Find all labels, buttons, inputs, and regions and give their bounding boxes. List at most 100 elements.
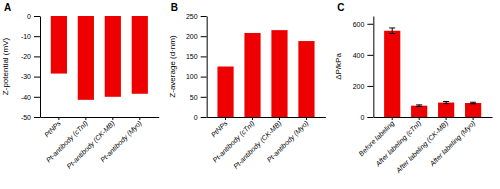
tick: 0 — [194, 114, 207, 121]
tick-mark — [201, 97, 207, 98]
axis-line — [40, 17, 41, 118]
panel-title: B — [171, 2, 178, 13]
tick-mark — [446, 117, 447, 120]
tick: 50 — [190, 94, 207, 101]
tick-label: After labeling (CK-MB) — [394, 119, 450, 175]
tick-label: PtNPs — [210, 119, 229, 138]
tick: 0 — [360, 114, 373, 121]
tick: PtNPs — [43, 117, 62, 138]
tick-mark — [367, 117, 373, 118]
tick-label: 200 — [353, 83, 365, 90]
tick-label: 400 — [353, 52, 365, 59]
axis-line — [207, 17, 208, 118]
tick-mark — [279, 117, 280, 120]
tick-mark — [473, 117, 474, 120]
y-axis-label: ΔP/kPa — [334, 53, 343, 80]
axis-line — [374, 117, 493, 118]
bar — [105, 16, 121, 97]
tick: -20 — [21, 53, 40, 60]
error-bar — [389, 28, 395, 34]
tick-label: 200 — [186, 33, 198, 40]
tick-label: After labeling (Myo) — [428, 119, 477, 168]
tick-mark — [34, 16, 40, 17]
tick: -50 — [21, 114, 40, 121]
x-axis: Before labelingAfter labeling (cTnI)Afte… — [357, 117, 492, 175]
tick-mark — [85, 117, 86, 120]
tick-label: Pt-antibody (cTnI) — [211, 119, 256, 164]
tick: Pt-antibody (Myo) — [266, 117, 311, 164]
axis-line — [373, 17, 374, 118]
tick-label: -10 — [21, 33, 31, 40]
bar — [411, 106, 427, 117]
marks — [51, 16, 148, 100]
tick-label: PtNPs — [43, 119, 62, 138]
tick-mark — [139, 117, 140, 120]
bar — [298, 41, 314, 117]
panel: 0 200 400 600 Before labelingAfter labeling … — [334, 2, 492, 175]
marks — [217, 30, 314, 117]
error-bar — [470, 102, 476, 104]
tick-label: 0 — [27, 13, 31, 20]
error-cap — [416, 106, 422, 107]
panel-title: C — [337, 2, 344, 13]
tick: PtNPs — [210, 117, 229, 138]
tick-label: 150 — [186, 53, 198, 60]
bar — [217, 67, 233, 118]
tick-label: Pt-antibody (CK-MB) — [65, 119, 116, 170]
tick-mark — [201, 117, 207, 118]
tick-label: 50 — [190, 94, 198, 101]
tick: 250 — [186, 13, 207, 20]
error-line — [392, 28, 393, 34]
tick-mark — [419, 117, 420, 120]
tick-label: 0 — [194, 114, 198, 121]
tick: 600 — [353, 21, 374, 28]
tick: Pt-antibody (CK-MB) — [232, 117, 283, 171]
tick-mark — [367, 24, 373, 25]
tick-label: -30 — [21, 73, 31, 80]
tick-mark — [34, 77, 40, 78]
error-bar — [416, 105, 422, 107]
tick-label: -20 — [21, 53, 31, 60]
y-axis: 0 200 400 600 — [353, 17, 374, 121]
bar — [244, 33, 260, 117]
tick-mark — [34, 36, 40, 37]
panel: -50 -40 -30 -20 -10 0 PtNPsPt-antibody (cTnI)P… — [1, 2, 159, 171]
y-axis: 0 50 100 150 200 250 — [186, 13, 207, 121]
tick: 400 — [353, 52, 374, 59]
tick-mark — [252, 117, 253, 120]
bar — [51, 16, 67, 74]
error-cap — [443, 101, 449, 102]
tick: -30 — [21, 73, 40, 80]
chart: -50-40-30-20-100PtNPsPt-antibody (cTnI)P… — [0, 0, 500, 189]
tick-mark — [34, 56, 40, 57]
tick-mark — [367, 86, 373, 87]
tick-mark — [201, 16, 207, 17]
tick-mark — [306, 117, 307, 120]
tick-mark — [392, 117, 393, 120]
tick-label: Pt-antibody (Myo) — [266, 119, 311, 164]
x-axis: PtNPsPt-antibody (cTnI)Pt-antibody (CK-M… — [41, 117, 160, 171]
tick-label: 100 — [186, 73, 198, 80]
tick-label: Pt-antibody (Myo) — [99, 119, 144, 164]
bar — [438, 103, 454, 117]
y-axis-label: Z-potential (mV) — [1, 37, 10, 95]
y-axis: -50 -40 -30 -20 -10 0 — [21, 13, 41, 121]
error-cap — [416, 104, 422, 105]
error-cap — [470, 102, 476, 103]
tick-mark — [58, 117, 59, 120]
tick: Pt-antibody (CK-MB) — [65, 117, 116, 171]
tick: 100 — [186, 73, 207, 80]
tick-mark — [112, 117, 113, 120]
tick-label: -40 — [21, 94, 31, 101]
y-axis-label: Z-average (d·nm) — [168, 35, 177, 98]
panel: 0 50 100 150 200 250 PtNPsPt-antibody (cTnI)Pt… — [168, 2, 326, 171]
error-cap — [443, 103, 449, 104]
tick: Pt-antibody (Myo) — [99, 117, 144, 164]
tick-mark — [225, 117, 226, 120]
tick: After labeling (CK-MB) — [394, 117, 450, 175]
bar — [132, 16, 148, 94]
tick: After labeling (Myo) — [428, 117, 477, 169]
tick: After labeling (cTnI) — [373, 117, 423, 169]
bar — [465, 103, 481, 117]
bar — [78, 16, 94, 100]
